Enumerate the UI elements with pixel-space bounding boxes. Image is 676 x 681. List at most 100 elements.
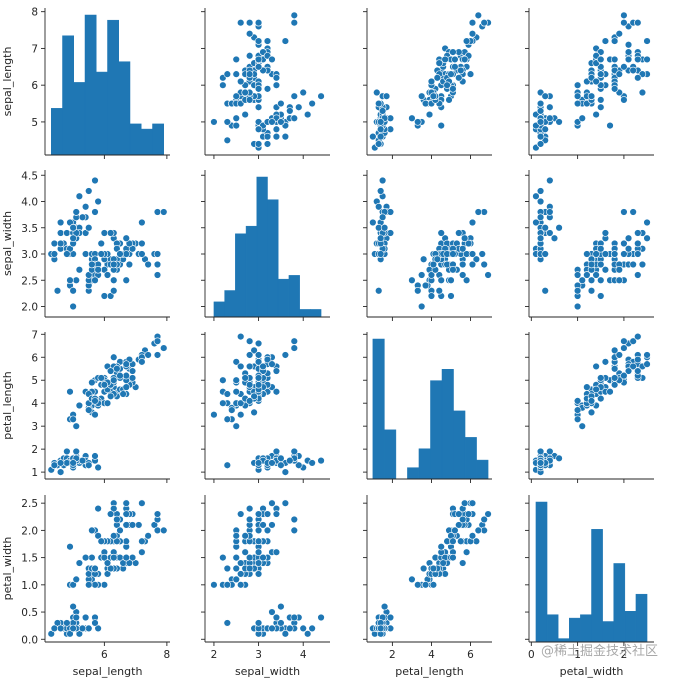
scatter-point [451, 55, 459, 64]
scatter-point [601, 266, 610, 274]
scatter-point [634, 74, 642, 82]
x-tick-label: 8 [164, 649, 171, 661]
scatter-point [69, 224, 77, 232]
scatter-point [290, 515, 298, 524]
scatter-point [546, 114, 554, 122]
panel-sepal-width-vs-petal-width [525, 170, 654, 321]
scatter-point [110, 532, 118, 540]
scatter-point [237, 399, 245, 407]
scatter-point [122, 383, 130, 391]
scatter-point [277, 602, 285, 611]
scatter-point [232, 376, 240, 384]
scatter-point [610, 37, 619, 45]
hist-bar [602, 621, 614, 643]
scatter-point [536, 459, 545, 467]
scatter-point [376, 624, 385, 633]
scatter-point [100, 229, 109, 237]
x-tick-label: 3 [255, 649, 262, 661]
scatter-point [72, 613, 80, 622]
scatter-point [437, 543, 445, 551]
scatter-point [620, 371, 628, 380]
scatter-point [573, 271, 582, 279]
scatter-point [369, 132, 377, 141]
scatter-point [373, 88, 381, 97]
scatter-point [573, 302, 582, 311]
scatter-point [427, 77, 436, 86]
scatter-point [268, 608, 276, 616]
scatter-point [573, 99, 582, 108]
scatter-point [468, 19, 477, 27]
scatter-point [116, 371, 124, 380]
panel-petal-length-vs-sepal-width [201, 332, 330, 483]
scatter-point [150, 521, 159, 529]
scatter-point [97, 250, 105, 258]
scatter-point [536, 132, 545, 141]
scatter-point [72, 422, 80, 430]
scatter-point [223, 390, 232, 398]
hist-bar [118, 61, 131, 156]
hist-bar [73, 82, 86, 156]
scatter-point [610, 365, 619, 373]
scatter-point [290, 613, 298, 622]
scatter-point [110, 353, 118, 361]
panel-sepal-length-vs-sepal-length: 5 6 7 8 [31, 7, 170, 159]
scatter-point [125, 559, 134, 567]
scatter-point [464, 239, 473, 248]
scatter-point [421, 581, 430, 589]
y-tick-label: 5 [31, 117, 38, 129]
scatter-point [445, 96, 453, 104]
hist-bar [407, 467, 420, 480]
scatter-point [286, 456, 294, 465]
scatter-point [254, 619, 263, 627]
scatter-point [643, 360, 651, 368]
scatter-point [272, 367, 281, 375]
scatter-point [286, 624, 294, 633]
scatter-point [263, 526, 272, 535]
scatter-point [643, 351, 651, 359]
scatter-point [468, 30, 477, 38]
scatter-point [106, 367, 115, 375]
scatter-point [219, 81, 227, 89]
scatter-point [277, 118, 285, 126]
scatter-point [643, 218, 651, 227]
scatter-point [122, 499, 130, 507]
scatter-point [103, 399, 112, 407]
scatter-point [546, 103, 554, 111]
x-tick-label: 0 [528, 649, 535, 661]
scatter-point [573, 397, 582, 405]
scatter-point [449, 266, 457, 274]
scatter-point [624, 55, 633, 64]
scatter-point [210, 118, 218, 126]
scatter-point [254, 37, 263, 45]
hist-bar [384, 429, 397, 480]
scatter-point [536, 197, 545, 206]
x-tick-label: 2 [621, 649, 628, 661]
scatter-point [620, 344, 628, 352]
scatter-point [578, 276, 586, 284]
scatter-point [241, 532, 249, 540]
scatter-point [457, 537, 465, 545]
scatter-point [541, 125, 549, 133]
scatter-point [474, 526, 483, 535]
scatter-point [606, 388, 614, 396]
scatter-point [241, 110, 249, 119]
scatter-point [153, 271, 162, 279]
scatter-point [433, 255, 442, 263]
scatter-point [103, 559, 112, 567]
scatter-point [85, 224, 93, 232]
scatter-point [378, 176, 387, 185]
scatter-point [583, 271, 591, 279]
scatter-point [546, 229, 554, 237]
scatter-point [122, 521, 130, 529]
y-tick-label: 8 [31, 7, 38, 19]
hist-bar [51, 108, 63, 156]
hist-bar [569, 617, 581, 643]
hist-bar [372, 338, 385, 480]
scatter-point [615, 266, 623, 274]
scatter-point [237, 570, 245, 578]
scatter-point [153, 351, 162, 359]
scatter-point [541, 224, 549, 232]
scatter-point [290, 11, 298, 20]
y-tick-label: 5 [31, 375, 38, 387]
scatter-point [53, 287, 62, 295]
